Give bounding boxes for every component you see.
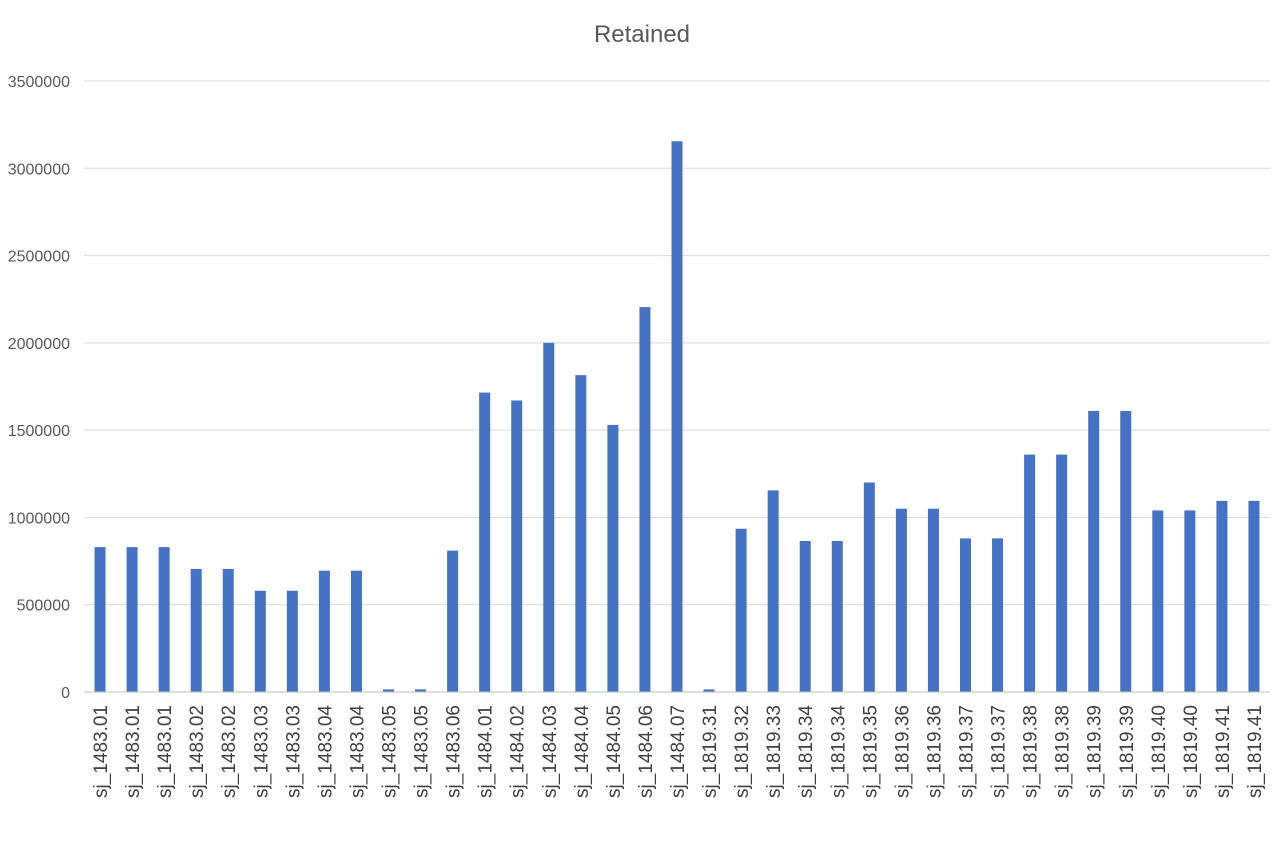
bar: [254, 590, 266, 692]
x-tick-label: sj_1483.01: [91, 705, 112, 798]
bar: [607, 424, 619, 692]
bar: [318, 570, 330, 692]
x-tick-label: sj_1483.02: [187, 705, 208, 798]
x-tick-label: sj_1484.02: [508, 705, 529, 798]
bar: [1024, 454, 1036, 692]
bar: [575, 375, 587, 692]
x-tick-label: sj_1819.39: [1117, 705, 1138, 798]
x-tick-label: sj_1819.34: [828, 705, 849, 798]
x-tick-label: sj_1484.07: [668, 705, 689, 798]
chart-title: Retained: [594, 21, 690, 48]
x-tick-label: sj_1819.37: [989, 705, 1010, 798]
y-tick-label: 1000000: [8, 510, 70, 527]
bar: [1184, 510, 1196, 692]
bar: [831, 540, 843, 692]
bar: [222, 568, 234, 692]
bar: [126, 547, 138, 692]
bar: [735, 528, 747, 692]
x-tick-label: sj_1819.38: [1053, 705, 1074, 798]
bar: [543, 342, 555, 692]
bar: [703, 689, 715, 692]
x-tick-label: sj_1483.06: [444, 705, 465, 798]
x-tick-label: sj_1819.36: [924, 705, 945, 798]
x-tick-label: sj_1819.31: [700, 705, 721, 798]
x-tick-label: sj_1483.04: [315, 705, 336, 798]
x-tick-label: sj_1483.03: [283, 705, 304, 798]
bar: [639, 307, 651, 692]
bar: [350, 570, 362, 692]
bar: [799, 540, 811, 692]
x-tick-label: sj_1819.40: [1149, 705, 1170, 798]
x-tick-label: sj_1819.35: [860, 705, 881, 798]
bar: [1248, 500, 1260, 692]
x-tick-label: sj_1483.04: [347, 705, 368, 798]
bar: [190, 568, 202, 692]
bar: [927, 508, 939, 692]
x-tick-label: sj_1484.06: [636, 705, 657, 798]
x-tick-label: sj_1819.37: [956, 705, 977, 798]
x-tick-label: sj_1483.01: [123, 705, 144, 798]
x-tick-label: sj_1483.03: [251, 705, 272, 798]
bar: [992, 538, 1004, 692]
bar: [1152, 510, 1164, 692]
bar: [767, 490, 779, 692]
y-tick-label: 500000: [17, 598, 70, 615]
y-axis-ticks: 0 500000 1000000 1500000 2000000 2500000 30000…: [8, 74, 70, 702]
x-tick-label: sj_1484.05: [604, 705, 625, 798]
bar: [1088, 410, 1100, 692]
x-tick-label: sj_1819.39: [1085, 705, 1106, 798]
x-tick-label: sj_1483.05: [380, 705, 401, 798]
bar: [94, 547, 106, 692]
y-tick-label: 0: [61, 685, 70, 702]
x-tick-label: sj_1484.01: [476, 705, 497, 798]
x-tick-label: sj_1484.03: [540, 705, 561, 798]
x-tick-label: sj_1819.36: [892, 705, 913, 798]
bar: [1056, 454, 1068, 692]
bar: [383, 689, 395, 692]
bar: [1216, 500, 1228, 692]
y-tick-label: 2500000: [8, 249, 70, 266]
x-tick-label: sj_1819.33: [764, 705, 785, 798]
bar: [1120, 410, 1132, 692]
x-tick-label: sj_1819.40: [1181, 705, 1202, 798]
x-tick-label: sj_1483.01: [155, 705, 176, 798]
y-tick-label: 1500000: [8, 423, 70, 440]
bar: [895, 508, 907, 692]
bar: [863, 482, 875, 692]
y-tick-label: 2000000: [8, 336, 70, 353]
x-tick-label: sj_1819.32: [732, 705, 753, 798]
bar: [671, 141, 683, 692]
x-tick-label: sj_1483.05: [412, 705, 433, 798]
x-tick-label: sj_1819.38: [1021, 705, 1042, 798]
bar: [479, 392, 491, 692]
x-tick-label: sj_1819.34: [796, 705, 817, 798]
bar: [286, 590, 298, 692]
bar: [158, 547, 170, 692]
bar: [959, 538, 971, 692]
bar: [511, 400, 523, 692]
y-tick-label: 3500000: [8, 74, 70, 91]
bar: [415, 689, 427, 692]
x-tick-label: sj_1484.04: [572, 705, 593, 798]
x-tick-label: sj_1819.41: [1245, 705, 1266, 798]
bars: [94, 141, 1260, 692]
x-tick-label: sj_1483.02: [219, 705, 240, 798]
y-tick-label: 3000000: [8, 161, 70, 178]
bar: [447, 550, 459, 692]
x-axis-ticks: sj_1483.01 sj_1483.01 sj_1483.01 sj_1483.02…: [91, 705, 1266, 798]
x-tick-label: sj_1819.41: [1213, 705, 1234, 798]
